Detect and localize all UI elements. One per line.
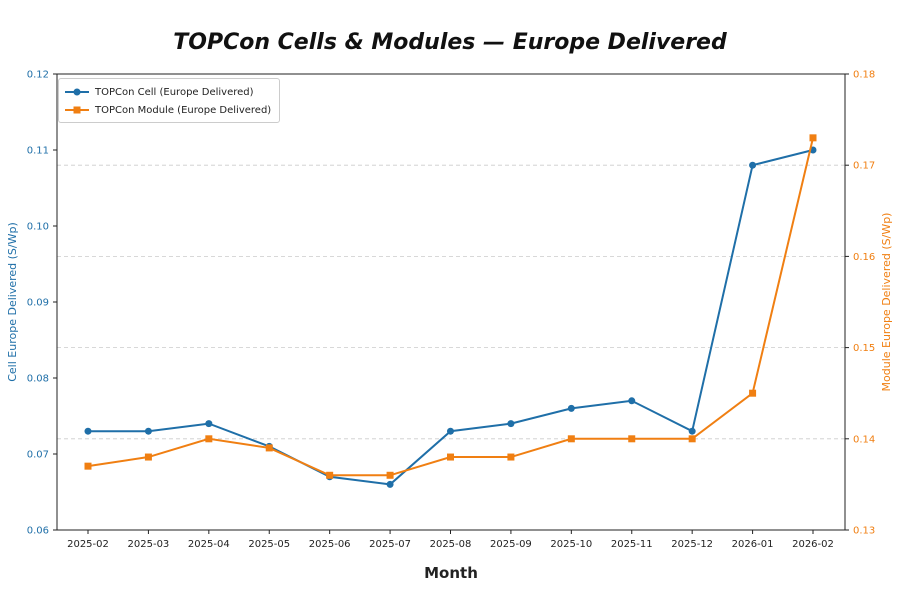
y-left-tick-label: 0.12 (27, 70, 49, 81)
x-tick-label: 2025-03 (128, 539, 170, 550)
y-left-tick-label: 0.07 (27, 450, 49, 461)
legend-label: TOPCon Cell (Europe Delivered) (95, 86, 254, 98)
y-right-tick-label: 0.16 (853, 252, 875, 263)
x-tick-label: 2026-02 (792, 539, 834, 550)
data-point-module (144, 453, 152, 461)
legend-marker-square-icon (65, 106, 89, 114)
data-point-module (386, 471, 394, 479)
y-left-tick-label: 0.11 (27, 146, 49, 157)
data-point-cell (447, 427, 454, 435)
data-point-module (688, 435, 696, 443)
legend-marker-circle-icon (65, 88, 89, 96)
legend-item-cell: TOPCon Cell (Europe Delivered) (65, 83, 271, 101)
data-point-cell (386, 480, 394, 488)
y-right-axis-label: Module Europe Delivered (S/Wp) (880, 213, 893, 392)
chart-title: TOPCon Cells & Modules — Europe Delivere… (173, 30, 727, 55)
data-point-cell (205, 420, 213, 428)
x-tick-label: 2025-08 (430, 539, 472, 550)
x-tick-label: 2025-05 (248, 539, 290, 550)
x-tick-label: 2025-02 (67, 539, 109, 550)
y-left-tick-label: 0.09 (27, 298, 49, 309)
data-point-module (809, 134, 817, 142)
x-tick-label: 2025-11 (611, 539, 653, 550)
x-tick-label: 2026-01 (732, 539, 774, 550)
y-right-tick-label: 0.14 (853, 434, 875, 445)
x-tick-label: 2025-12 (671, 539, 713, 550)
y-right-tick-label: 0.17 (853, 161, 875, 172)
data-point-module (326, 471, 334, 479)
x-tick-label: 2025-09 (490, 539, 532, 550)
data-point-cell (507, 420, 515, 428)
data-point-module (84, 462, 92, 470)
y-right-tick-label: 0.13 (853, 526, 875, 537)
data-point-module (567, 435, 575, 443)
x-tick-label: 2025-07 (369, 539, 411, 550)
data-point-cell (144, 427, 152, 435)
data-point-module (265, 444, 273, 452)
data-point-cell (628, 397, 636, 405)
data-point-module (628, 435, 636, 443)
legend: TOPCon Cell (Europe Delivered) TOPCon Mo… (58, 78, 281, 123)
y-right-tick-label: 0.18 (853, 70, 875, 81)
data-point-module (447, 453, 454, 461)
x-tick-label: 2025-10 (550, 539, 592, 550)
data-point-cell (567, 404, 575, 412)
x-tick-label: 2025-06 (309, 539, 351, 550)
legend-item-module: TOPCon Module (Europe Delivered) (65, 101, 271, 119)
y-left-tick-label: 0.10 (27, 222, 49, 233)
data-point-cell (688, 427, 696, 435)
y-right-tick-label: 0.15 (853, 343, 875, 354)
legend-label: TOPCon Module (Europe Delivered) (95, 104, 272, 116)
x-axis-label: Month (424, 564, 478, 582)
y-left-axis-label: Cell Europe Delivered (S/Wp) (6, 222, 19, 382)
data-point-cell (84, 427, 92, 435)
x-tick-label: 2025-04 (188, 539, 230, 550)
data-point-cell (749, 161, 757, 169)
y-left-tick-label: 0.06 (27, 526, 49, 537)
y-left-tick-label: 0.08 (27, 374, 49, 385)
data-point-module (507, 453, 515, 461)
plot-frame (56, 73, 846, 531)
data-point-module (205, 435, 213, 443)
data-point-module (749, 389, 757, 397)
